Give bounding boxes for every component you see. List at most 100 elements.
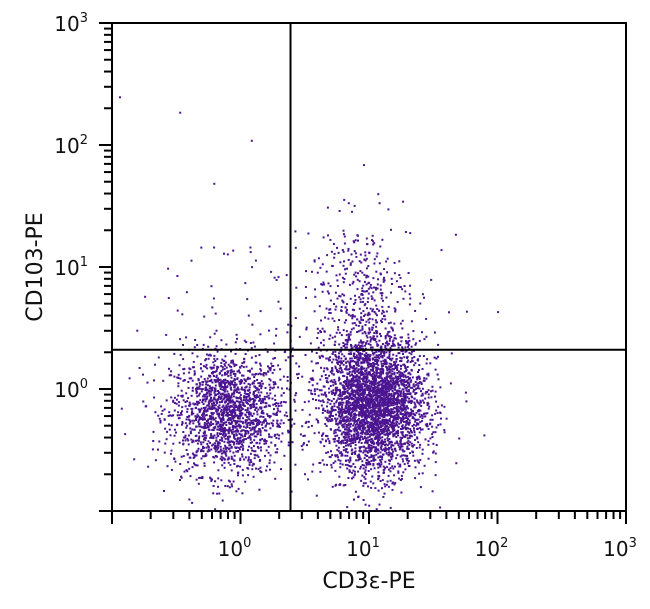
data-point bbox=[268, 435, 271, 438]
data-point bbox=[315, 352, 318, 354]
data-point bbox=[239, 405, 242, 408]
data-point bbox=[353, 470, 356, 473]
data-point bbox=[368, 398, 371, 401]
data-point bbox=[377, 437, 380, 440]
data-point bbox=[204, 365, 207, 368]
data-point bbox=[223, 393, 225, 396]
data-point bbox=[212, 401, 215, 404]
data-point bbox=[204, 388, 207, 391]
data-point bbox=[367, 439, 370, 442]
data-point bbox=[367, 409, 370, 412]
data-point bbox=[325, 439, 327, 442]
data-point bbox=[375, 371, 378, 374]
data-point bbox=[361, 342, 364, 345]
data-point bbox=[380, 404, 383, 407]
data-point bbox=[175, 431, 177, 434]
data-point bbox=[390, 422, 393, 425]
data-point bbox=[255, 361, 258, 364]
data-point bbox=[333, 430, 336, 433]
data-point bbox=[408, 437, 411, 439]
data-point bbox=[235, 363, 238, 366]
data-point bbox=[416, 459, 419, 462]
data-point bbox=[244, 353, 247, 355]
data-point bbox=[186, 437, 189, 440]
data-point bbox=[411, 376, 414, 379]
data-point bbox=[359, 368, 362, 371]
data-point bbox=[230, 388, 233, 391]
data-point bbox=[389, 459, 391, 462]
data-point bbox=[243, 458, 246, 461]
data-point bbox=[388, 418, 391, 420]
data-point bbox=[394, 385, 397, 388]
data-point bbox=[195, 387, 197, 390]
data-point bbox=[348, 367, 351, 370]
data-point bbox=[216, 432, 219, 435]
data-point bbox=[389, 479, 392, 482]
data-point bbox=[346, 438, 349, 441]
data-point bbox=[260, 471, 263, 473]
data-point bbox=[253, 394, 256, 397]
data-point bbox=[365, 463, 368, 466]
data-point bbox=[381, 309, 384, 312]
data-point bbox=[382, 378, 385, 381]
data-point bbox=[427, 440, 430, 443]
data-point bbox=[383, 377, 386, 380]
data-point bbox=[241, 453, 244, 456]
data-point bbox=[259, 333, 262, 336]
data-point bbox=[420, 390, 422, 393]
data-point bbox=[402, 353, 404, 355]
data-point bbox=[201, 401, 204, 404]
data-point bbox=[235, 450, 238, 453]
data-point bbox=[379, 451, 382, 454]
data-point bbox=[196, 395, 199, 398]
data-point bbox=[366, 450, 369, 453]
data-point bbox=[210, 434, 213, 437]
data-point bbox=[337, 456, 339, 459]
data-point bbox=[363, 392, 366, 395]
data-point bbox=[280, 440, 283, 443]
data-point bbox=[267, 414, 269, 417]
data-point bbox=[335, 401, 338, 404]
data-point bbox=[179, 479, 181, 481]
data-point bbox=[356, 432, 359, 435]
data-point bbox=[375, 442, 378, 444]
data-point bbox=[355, 350, 358, 353]
data-point bbox=[395, 418, 398, 421]
data-point bbox=[397, 384, 400, 387]
data-point bbox=[261, 427, 264, 429]
data-point bbox=[387, 426, 390, 429]
data-point bbox=[423, 464, 426, 467]
data-point bbox=[325, 394, 327, 397]
data-point bbox=[174, 460, 177, 463]
data-point bbox=[403, 381, 406, 384]
data-point bbox=[231, 432, 234, 435]
data-point bbox=[224, 446, 227, 449]
data-point bbox=[403, 393, 406, 395]
data-point bbox=[226, 399, 229, 402]
data-point bbox=[258, 442, 261, 445]
data-point bbox=[342, 449, 345, 452]
data-point bbox=[360, 366, 363, 369]
data-point bbox=[249, 407, 252, 410]
data-point bbox=[274, 403, 277, 405]
data-point bbox=[200, 375, 203, 378]
data-point bbox=[345, 383, 347, 386]
data-point bbox=[208, 449, 211, 452]
data-point bbox=[338, 378, 341, 380]
data-point bbox=[193, 419, 196, 422]
data-point bbox=[240, 434, 243, 437]
data-point bbox=[377, 449, 380, 452]
data-point bbox=[418, 431, 421, 434]
data-point bbox=[351, 322, 354, 325]
data-point bbox=[232, 362, 235, 365]
data-point bbox=[348, 398, 351, 401]
data-point bbox=[157, 448, 159, 451]
data-point bbox=[362, 350, 365, 353]
data-point bbox=[458, 437, 461, 440]
data-point bbox=[229, 410, 232, 413]
data-point bbox=[392, 363, 395, 366]
data-point bbox=[213, 404, 216, 407]
data-point bbox=[404, 442, 407, 445]
data-point bbox=[386, 444, 389, 447]
data-point bbox=[369, 380, 372, 383]
